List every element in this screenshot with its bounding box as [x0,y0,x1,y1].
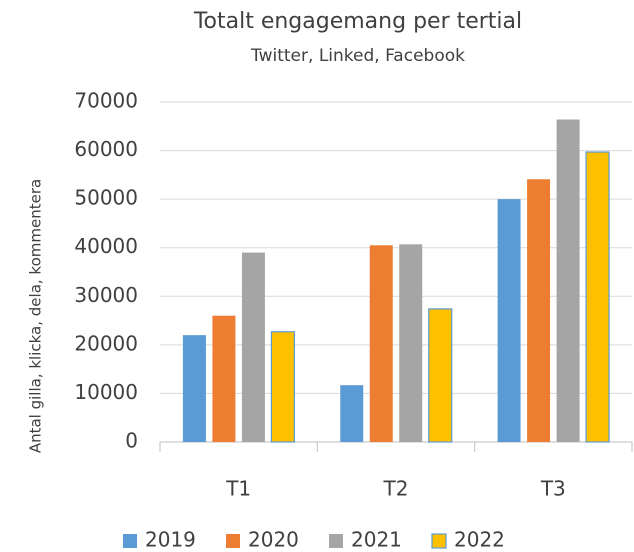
bar [241,252,265,442]
bar [399,244,423,442]
bar [270,331,296,443]
y-tick-label: 70000 [74,89,138,113]
y-tick-label: 40000 [74,234,138,258]
legend-label: 2021 [351,528,402,552]
bar [212,315,236,442]
bar [340,385,364,442]
y-tick-label: 20000 [74,331,138,355]
bar [428,308,453,443]
legend-swatch [431,533,447,549]
legend-swatch [329,534,343,548]
legend-swatch [226,534,240,548]
bar [369,245,393,442]
y-axis-label: Antal gilla, klicka, dela, kommentera [27,179,45,453]
legend-label: 2019 [145,528,196,552]
bar [182,335,206,442]
chart-subtitle: Twitter, Linked, Facebook [250,46,465,66]
y-tick-label: 50000 [74,186,138,210]
y-tick-label: 0 [125,429,138,453]
legend-swatch [123,534,137,548]
y-tick-label: 10000 [74,380,138,404]
bar [585,151,610,443]
x-tick-label: T2 [383,477,409,501]
bar [497,199,521,442]
x-tick-label: T3 [540,477,566,501]
chart-title: Totalt engagemang per tertial [193,9,522,34]
y-tick-label: 60000 [74,137,138,161]
bar [556,119,580,442]
legend-label: 2020 [248,528,299,552]
x-tick-label: T1 [225,477,251,501]
legend-label: 2022 [454,528,505,552]
bar [527,179,551,442]
y-tick-label: 30000 [74,283,138,307]
